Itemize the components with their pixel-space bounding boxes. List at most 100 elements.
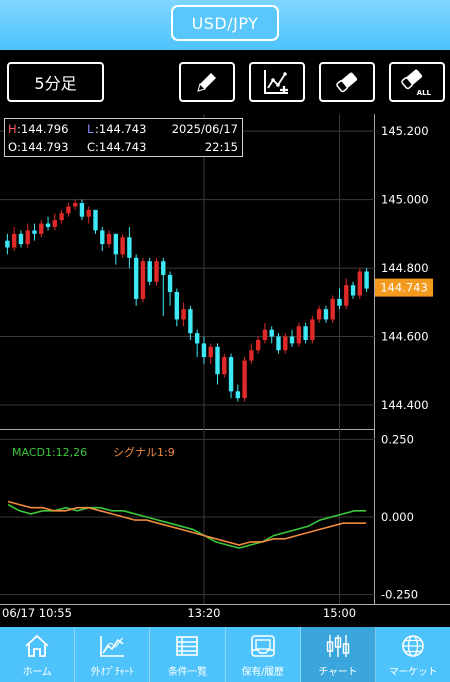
macd-y-tick-label: 0.250 xyxy=(381,432,414,446)
globe-icon xyxy=(402,635,424,657)
nav-label: マーケット xyxy=(388,667,438,678)
candle-body xyxy=(25,230,30,245)
y-tick-label: 144.800 xyxy=(381,261,429,275)
nav-label: 条件一覧 xyxy=(168,667,207,678)
timeframe-button[interactable]: 5分足 xyxy=(7,62,104,102)
close-value: :144.743 xyxy=(95,140,146,154)
candle-body xyxy=(316,309,322,320)
candle xyxy=(296,322,302,347)
candle xyxy=(106,230,112,248)
candle-body xyxy=(357,271,363,296)
draw-line-button[interactable] xyxy=(179,62,235,102)
nav-market[interactable]: マーケット xyxy=(376,627,450,682)
chart-toolbar: 5分足 ALL xyxy=(0,50,450,114)
candle xyxy=(364,268,369,293)
signal-legend: シグナル1:9 xyxy=(113,445,175,459)
macd-y-axis-labels: 0.250 0.000 -0.250 xyxy=(381,432,418,601)
candle xyxy=(79,199,85,221)
candle-body xyxy=(59,213,64,221)
candle xyxy=(120,233,125,258)
nav-label: チャート xyxy=(318,667,358,678)
candle-body xyxy=(161,261,166,275)
candle xyxy=(59,209,64,224)
candle-body xyxy=(344,285,349,306)
candle xyxy=(255,336,261,354)
last-price-text: 144.743 xyxy=(380,281,428,295)
candle-body xyxy=(181,309,186,320)
macd-legend: MACD1:12,26 xyxy=(12,446,87,459)
candle-body xyxy=(133,257,139,299)
candle-body xyxy=(228,357,234,392)
currency-pair-button[interactable]: USD/JPY xyxy=(171,5,279,41)
candle xyxy=(154,257,159,286)
list-icon xyxy=(176,636,199,656)
candle xyxy=(167,271,173,306)
candle xyxy=(344,278,349,310)
candle-body xyxy=(113,233,119,255)
candle-body xyxy=(174,292,180,320)
candle-chart-icon xyxy=(326,635,349,657)
add-indicator-button[interactable] xyxy=(249,62,305,102)
nav-outside-chart[interactable]: 外ｵﾌﾟﾁｬｰﾄ xyxy=(75,627,151,682)
candle-body xyxy=(283,336,288,351)
nav-home[interactable]: ホーム xyxy=(0,627,76,682)
candle xyxy=(228,353,234,399)
nav-label: 保有/履歴 xyxy=(241,667,284,678)
macd-line xyxy=(7,503,366,549)
macd-y-tick-label: -0.250 xyxy=(381,588,418,602)
nav-chart[interactable]: チャート xyxy=(300,627,376,682)
candle-body xyxy=(188,309,193,334)
y-axis-labels: 145.200 145.000 144.800 144.600 144.400 xyxy=(381,124,429,412)
y-tick-label: 144.600 xyxy=(381,330,429,344)
candle xyxy=(269,326,274,344)
nav-holdings-history[interactable]: 保有/履歴 xyxy=(226,627,301,682)
candle-body xyxy=(86,209,91,217)
high-value: :144.796 xyxy=(17,122,68,136)
candle xyxy=(5,233,10,255)
candle xyxy=(208,343,213,364)
candle xyxy=(215,343,220,385)
candle-body xyxy=(255,339,261,351)
candle xyxy=(72,199,78,210)
candle-body xyxy=(39,223,44,234)
candle xyxy=(93,209,98,234)
candle-body xyxy=(310,319,315,340)
tray-icon xyxy=(250,635,275,657)
candle-body xyxy=(32,230,37,234)
last-price-tag: 144.743 xyxy=(375,278,433,297)
eraser-all-button[interactable]: ALL xyxy=(389,62,445,102)
eraser-button[interactable] xyxy=(319,62,375,102)
close-label: C xyxy=(87,140,95,154)
candle xyxy=(86,206,91,224)
candle-body xyxy=(93,209,98,231)
candle-body xyxy=(289,336,295,344)
candle xyxy=(133,254,139,306)
eraser-all-label: ALL xyxy=(417,89,432,97)
nav-condition-list[interactable]: 条件一覧 xyxy=(150,627,226,682)
chart-area[interactable]: 145.200 145.000 144.800 144.600 144.400 0.25… xyxy=(0,114,450,627)
candle xyxy=(113,233,119,265)
candle xyxy=(18,230,24,248)
candle xyxy=(350,281,356,299)
candle xyxy=(249,343,254,364)
open-value: :144.793 xyxy=(17,140,68,154)
candle-body xyxy=(303,326,308,340)
candle xyxy=(316,305,322,323)
candle xyxy=(127,226,132,269)
candle xyxy=(140,257,146,303)
candle-body xyxy=(18,233,24,245)
nav-label: 外ｵﾌﾟﾁｬｰﾄ xyxy=(90,667,134,678)
pencil-icon xyxy=(197,73,216,92)
candle-body xyxy=(194,333,200,344)
candle-body xyxy=(249,350,254,361)
low-value: :144.743 xyxy=(95,122,146,136)
candle xyxy=(45,216,51,231)
bottom-nav: ホーム 外ｵﾌﾟﾁｬｰﾄ 条件一覧 保有/履歴 xyxy=(0,627,450,682)
candle-body xyxy=(147,261,152,282)
candle-body xyxy=(5,240,10,248)
candle xyxy=(201,336,207,364)
candle xyxy=(222,353,227,378)
x-tick-label: 13:20 xyxy=(187,606,220,620)
candle-body xyxy=(364,271,369,289)
y-tick-label: 144.400 xyxy=(381,398,429,412)
